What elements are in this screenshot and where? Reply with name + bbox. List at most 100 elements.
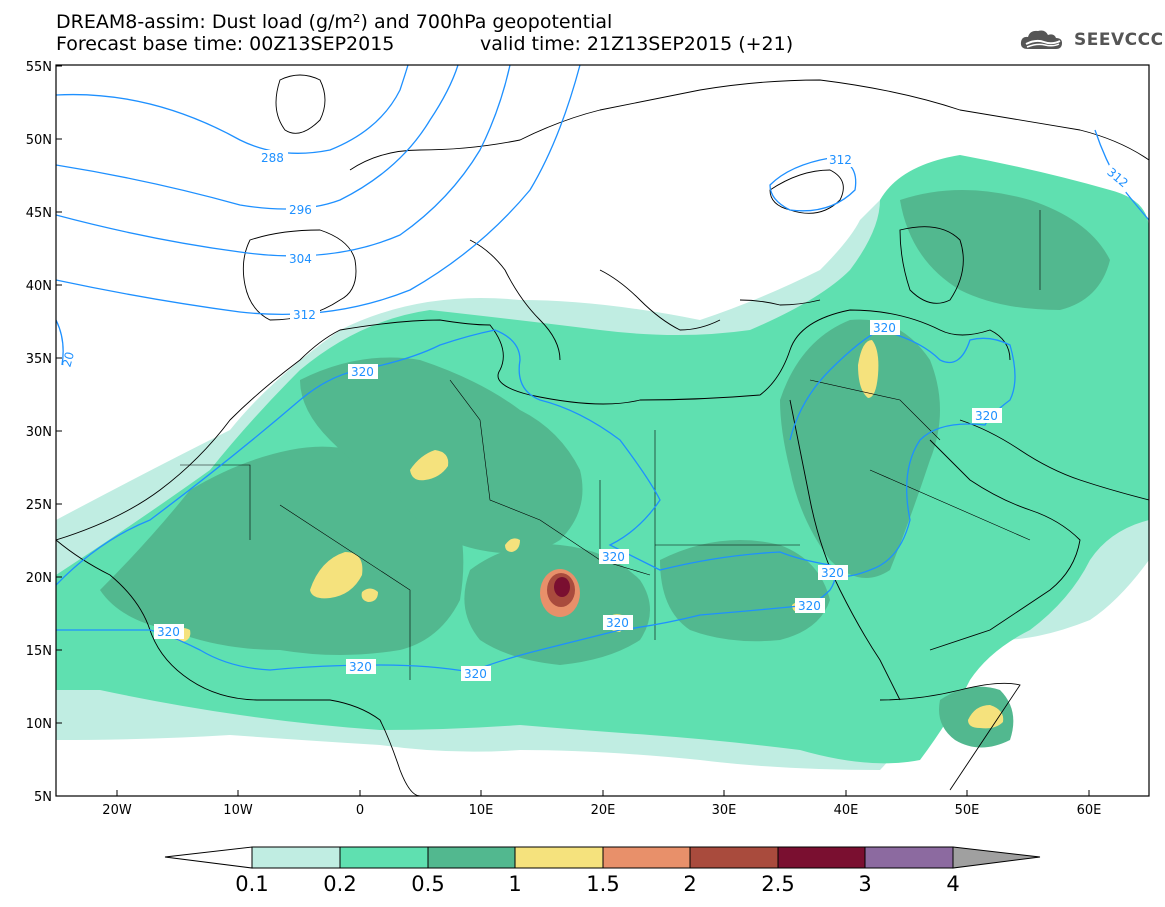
lat-label: 35N [26,352,52,367]
dust-shade-1-mali [310,552,363,599]
svg-text:320: 320 [349,660,372,674]
colorbar-tick: 1.5 [586,872,619,896]
svg-text:320: 320 [975,409,998,423]
dust-shade-0.5-west [100,446,464,655]
colorbar-tick: 0.1 [235,872,268,896]
contour-label-312: 312 [1102,162,1135,194]
lon-label: 30E [712,803,737,818]
lat-label: 40N [26,279,52,294]
lat-label: 55N [26,60,52,75]
lon-axis: 20W 10W 0 10E 20E 30E 40E 50E 60E [102,790,1101,818]
contour-label-320: 320 [599,549,629,564]
lat-label: 30N [26,425,52,440]
dust-field [56,155,1149,770]
contour-label-288: 288 [258,150,288,165]
dust-shade-1-mali-b [361,588,378,602]
colorbar-over-triangle [952,846,1041,869]
seevccc-logo: SEEVCCC [1018,26,1164,54]
svg-text:304: 304 [289,252,312,266]
svg-text:312: 312 [293,308,316,322]
svg-text:320: 320 [602,550,625,564]
contour-label-320: 320 [154,624,184,639]
forecast-base-time: Forecast base time: 00Z13SEP2015 [56,33,395,55]
lon-label: 0 [356,803,364,818]
contour-288 [56,65,409,154]
svg-text:320: 320 [873,321,896,335]
borders [180,210,1041,680]
colorbar-under-triangle [164,846,253,869]
svg-text:288: 288 [261,151,284,165]
lon-label: 40E [834,803,859,818]
lon-label: 20W [102,803,132,818]
colorbar-bin [427,846,516,869]
colorbar-bin [864,846,954,869]
lat-axis: 5N 10N 15N 20N 25N 30N 35N 40N 45N 50N 5… [26,60,62,805]
colorbar-bin [689,846,779,869]
lat-label: 20N [26,571,52,586]
colorbar-tick: 4 [946,872,959,896]
contour-label-312: 312 [290,307,320,322]
svg-text:320: 320 [351,365,374,379]
colorbar-tick: 0.2 [323,872,356,896]
svg-text:20: 20 [60,350,77,368]
lon-label: 10E [469,803,494,818]
contour-label-320: 320 [972,408,1002,423]
colorbar-bin [602,846,691,869]
dust-shade-0.5-arabia [780,319,940,578]
colorbar-tick: 0.5 [411,872,444,896]
contour-label-296: 296 [286,202,316,217]
dust-shade-0.5-sudan [660,540,830,642]
colorbar-tick: 3 [858,872,871,896]
contour-label-320: 320 [461,666,491,681]
contour-label-320: 320 [346,659,376,674]
contour-label-20: 20 [60,350,77,368]
contour-label-320: 320 [795,598,825,613]
contour-labels: 288 296 304 312 320 320 320 320 320 320 … [60,150,1135,681]
contour-label-320: 320 [818,565,848,580]
dust-shade-1-chad [505,538,520,552]
contour-312-west [56,65,581,316]
geopotential-contours [56,65,1149,673]
lat-label: 15N [26,644,52,659]
map-title: DREAM8-assim: Dust load (g/m²) and 700hP… [56,11,613,33]
lat-label: 45N [26,206,52,221]
colorbar-bin [514,846,604,869]
svg-text:320: 320 [606,616,629,630]
coastlines [56,74,1149,796]
contour-label-320: 320 [870,320,900,335]
dust-shade-0.5-caspian [900,190,1110,310]
contour-label-312: 312 [827,152,855,167]
dust-shade-1-algeria [410,450,449,481]
contour-label-320: 320 [348,364,378,379]
svg-text:296: 296 [289,203,312,217]
contour-304 [56,65,511,257]
colorbar-tick: 1 [508,872,521,896]
contour-312-east [769,157,857,212]
lat-label: 10N [26,717,52,732]
lat-label: 50N [26,133,52,148]
cloud-icon [1020,30,1062,49]
lat-label: 5N [34,790,52,805]
colorbar-bin [777,846,866,869]
svg-text:320: 320 [157,625,180,639]
lon-label: 20E [591,803,616,818]
colorbar [164,846,1041,869]
lon-label: 50E [955,803,980,818]
svg-text:312: 312 [829,153,852,167]
contour-20-left [56,319,64,366]
valid-time: valid time: 21Z13SEP2015 (+21) [480,33,794,55]
contour-320-east [789,329,1016,578]
logo-text: SEEVCCC [1074,30,1164,50]
contour-320-main [56,329,836,673]
colorbar-tick: 2.5 [761,872,794,896]
dust-shade-1-iraq [858,340,879,398]
svg-text:320: 320 [798,599,821,613]
contour-296 [56,65,459,210]
svg-text:320: 320 [821,566,844,580]
contour-label-320: 320 [603,615,633,630]
lon-label: 60E [1077,803,1102,818]
colorbar-bin [251,846,341,869]
colorbar-bin [339,846,429,869]
svg-text:320: 320 [464,667,487,681]
